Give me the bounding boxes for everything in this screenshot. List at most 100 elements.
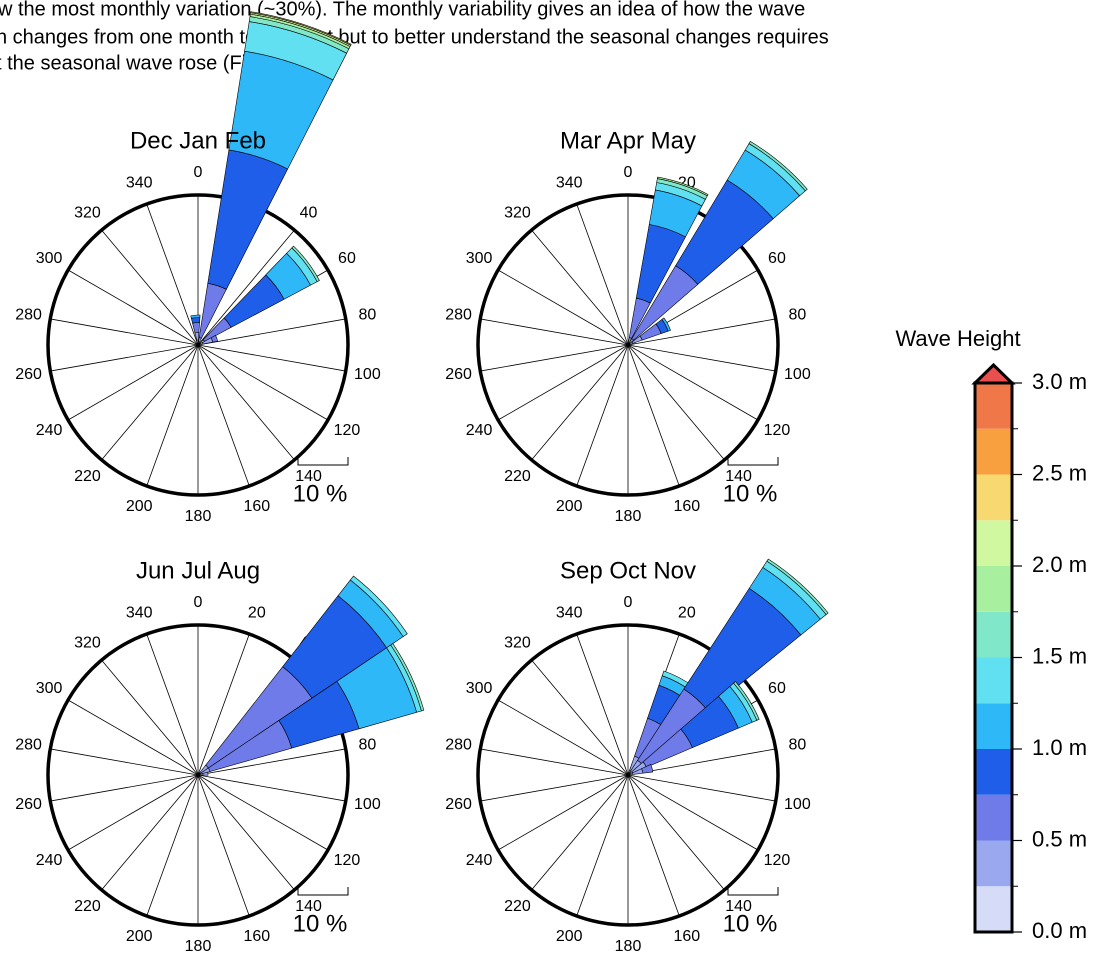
angle-label: 0 — [194, 594, 203, 611]
angle-label: 0 — [624, 594, 633, 611]
angle-label: 120 — [334, 852, 361, 869]
angle-label: 260 — [445, 366, 472, 383]
colorbar-label: 3.0 m — [1032, 369, 1087, 394]
scale-bar — [727, 457, 779, 466]
angle-label: 0 — [624, 164, 633, 181]
paragraph-line: t the seasonal wave rose (Figure 3). — [0, 52, 315, 74]
colorbar-label: 1.0 m — [1032, 735, 1087, 760]
angle-label: 340 — [556, 175, 583, 192]
spoke — [197, 318, 346, 346]
angle-label: 140 — [725, 898, 752, 915]
angle-label: 180 — [185, 938, 212, 955]
rose-segment — [291, 245, 320, 283]
spoke — [627, 344, 759, 421]
spoke — [627, 774, 680, 917]
angle-label: 320 — [74, 634, 101, 651]
angle-label: 100 — [784, 796, 811, 813]
angle-label: 60 — [338, 250, 356, 267]
spoke — [50, 774, 199, 802]
colorbar-bin — [975, 794, 1012, 841]
scale-label: 10 % — [723, 480, 778, 507]
spoke — [627, 774, 776, 802]
angle-label: 0 — [194, 164, 203, 181]
angle-label: 320 — [504, 204, 531, 221]
colorbar-bin — [975, 611, 1012, 658]
spoke — [627, 774, 759, 851]
spoke — [497, 699, 629, 776]
spoke — [197, 774, 329, 851]
scale-label: 10 % — [293, 480, 348, 507]
rose-segment — [349, 575, 408, 638]
angle-label: 240 — [36, 422, 63, 439]
angle-label: 80 — [788, 736, 806, 753]
colorbar-extension — [971, 362, 1016, 385]
angle-label: 160 — [673, 928, 700, 945]
angle-label: 160 — [243, 928, 270, 945]
spoke — [146, 774, 199, 917]
colorbar-bin — [975, 886, 1012, 932]
rose-segment — [641, 764, 654, 774]
angle-label: 140 — [295, 468, 322, 485]
angle-label: 140 — [295, 898, 322, 915]
spoke — [480, 748, 629, 776]
angle-label: 140 — [725, 468, 752, 485]
colorbar-label: 0.5 m — [1032, 826, 1087, 851]
rose-segment — [202, 771, 209, 776]
angle-label: 120 — [764, 422, 791, 439]
spoke — [197, 748, 346, 776]
angle-label: 160 — [243, 498, 270, 515]
angle-label: 280 — [15, 306, 42, 323]
spoke — [146, 344, 199, 487]
spoke — [576, 774, 629, 917]
spoke — [531, 229, 629, 346]
spoke — [480, 774, 629, 802]
angle-label: 220 — [504, 898, 531, 915]
angle-label: 60 — [768, 250, 786, 267]
spoke — [627, 344, 725, 461]
paragraph-line: n changes from one month to the next but… — [0, 26, 829, 48]
angle-label: 100 — [354, 366, 381, 383]
rose-title: Dec Jan Feb — [130, 127, 266, 154]
colorbar-bin — [975, 657, 1012, 704]
angle-label: 60 — [768, 680, 786, 697]
scale-label: 10 % — [723, 910, 778, 937]
rose-segment — [766, 558, 829, 615]
angle-label: 240 — [36, 852, 63, 869]
angle-label: 280 — [445, 736, 472, 753]
spoke — [101, 774, 199, 891]
angle-label: 20 — [678, 605, 696, 622]
spoke — [197, 633, 250, 776]
spoke — [480, 318, 629, 346]
rose-title: Mar Apr May — [560, 127, 696, 154]
rose-segment — [733, 681, 760, 721]
angle-label: 180 — [615, 508, 642, 525]
spoke — [197, 344, 346, 372]
angle-label: 20 — [248, 605, 266, 622]
spoke — [576, 203, 629, 346]
angle-label: 300 — [466, 250, 493, 267]
angle-label: 260 — [15, 796, 42, 813]
colorbar-bin — [975, 428, 1012, 475]
spoke — [50, 344, 199, 372]
angle-label: 220 — [74, 898, 101, 915]
colorbar-title: Wave Height — [895, 326, 1020, 351]
colorbar-label: 2.0 m — [1032, 552, 1087, 577]
spoke — [101, 229, 199, 346]
rose-title: Jun Jul Aug — [136, 557, 260, 584]
spoke — [101, 344, 199, 461]
spoke — [576, 633, 629, 776]
spoke — [67, 344, 199, 421]
scale-bar — [297, 457, 349, 466]
angle-label: 240 — [466, 422, 493, 439]
colorbar-bin — [975, 474, 1012, 521]
spoke — [497, 774, 629, 851]
angle-label: 80 — [358, 736, 376, 753]
angle-label: 80 — [788, 306, 806, 323]
colorbar-label: 2.5 m — [1032, 460, 1087, 485]
angle-label: 120 — [764, 852, 791, 869]
angle-label: 180 — [185, 508, 212, 525]
rose-segment — [210, 334, 218, 343]
paragraph-line: w the most monthly variation (~30%). The… — [0, 0, 805, 20]
angle-label: 180 — [615, 938, 642, 955]
